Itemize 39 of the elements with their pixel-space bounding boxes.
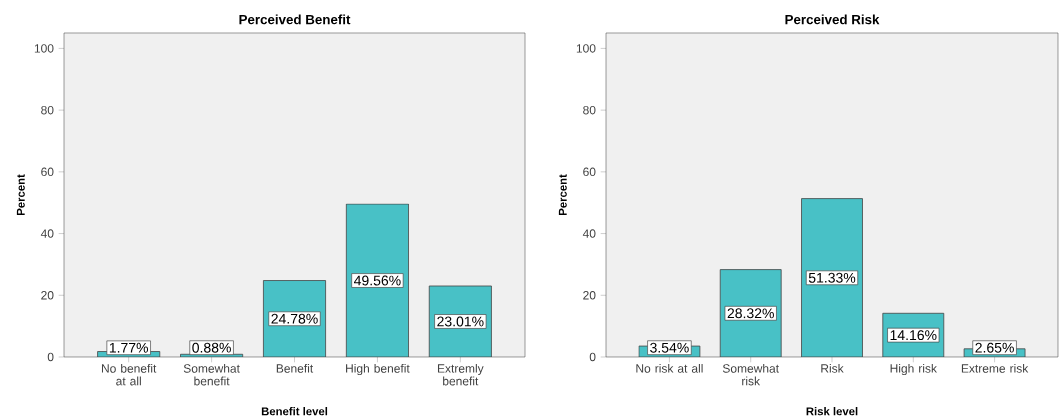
x-tick-label: High risk [890, 363, 937, 376]
data-label: 0.88% [192, 342, 231, 353]
y-tick-label: 80 [41, 105, 54, 115]
data-label: 28.32% [727, 308, 774, 319]
y-tick-label: 100 [34, 44, 54, 53]
chart-title: Perceived Risk [785, 14, 880, 25]
y-tick-label: 40 [582, 229, 596, 238]
x-axis-title: Risk level [806, 407, 858, 416]
y-tick-label: 0 [47, 352, 54, 362]
data-label: 3.54% [650, 342, 689, 353]
x-tick-label: Somewhat benefit [183, 363, 240, 386]
y-tick-label: 20 [583, 291, 596, 300]
y-tick-label: 0 [589, 352, 596, 362]
y-tick-label: 60 [583, 167, 596, 177]
data-label: 1.77% [109, 342, 149, 353]
x-tick-label: No benefit at all [101, 363, 157, 386]
x-tick-label: Extreme risk [961, 363, 1029, 373]
data-label: 14.16% [890, 330, 937, 341]
x-tick-label: Risk [821, 363, 844, 373]
chart-title: Perceived Benefit [239, 14, 351, 25]
y-tick-label: 60 [41, 167, 54, 177]
y-axis-title: Percent [16, 174, 25, 216]
x-tick-label: Benefit [276, 363, 314, 373]
data-label: 2.65% [975, 342, 1014, 353]
x-axis-title: Benefit level [261, 407, 328, 416]
data-label: 24.78% [271, 313, 318, 324]
data-label: 23.01% [437, 316, 484, 327]
data-label: 49.56% [354, 275, 401, 286]
bar [801, 198, 863, 357]
data-label: 51.33% [808, 272, 856, 283]
x-tick-label: High benefit [346, 363, 410, 376]
y-tick-label: 100 [576, 44, 596, 53]
y-tick-label: 80 [583, 105, 596, 115]
y-axis-title: Percent [558, 174, 567, 216]
x-tick-label: Somewhat risk [722, 363, 779, 386]
y-tick-label: 40 [40, 229, 54, 238]
x-tick-label: Extremly benefit [437, 363, 484, 386]
y-tick-label: 20 [41, 291, 54, 300]
x-tick-label: No risk at all [636, 363, 703, 373]
